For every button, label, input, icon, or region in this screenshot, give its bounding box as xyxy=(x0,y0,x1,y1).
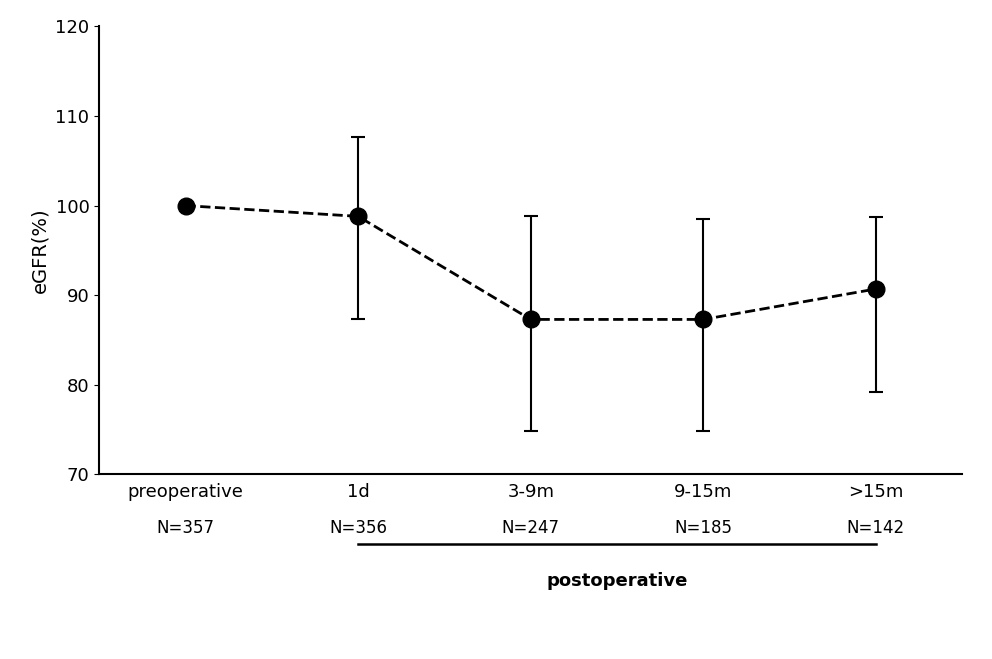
Text: N=142: N=142 xyxy=(847,519,905,537)
Text: N=357: N=357 xyxy=(157,519,214,537)
Text: N=247: N=247 xyxy=(502,519,559,537)
Text: N=356: N=356 xyxy=(329,519,387,537)
Text: postoperative: postoperative xyxy=(547,572,687,590)
Text: N=185: N=185 xyxy=(675,519,732,537)
Y-axis label: eGFR(%): eGFR(%) xyxy=(31,208,50,293)
